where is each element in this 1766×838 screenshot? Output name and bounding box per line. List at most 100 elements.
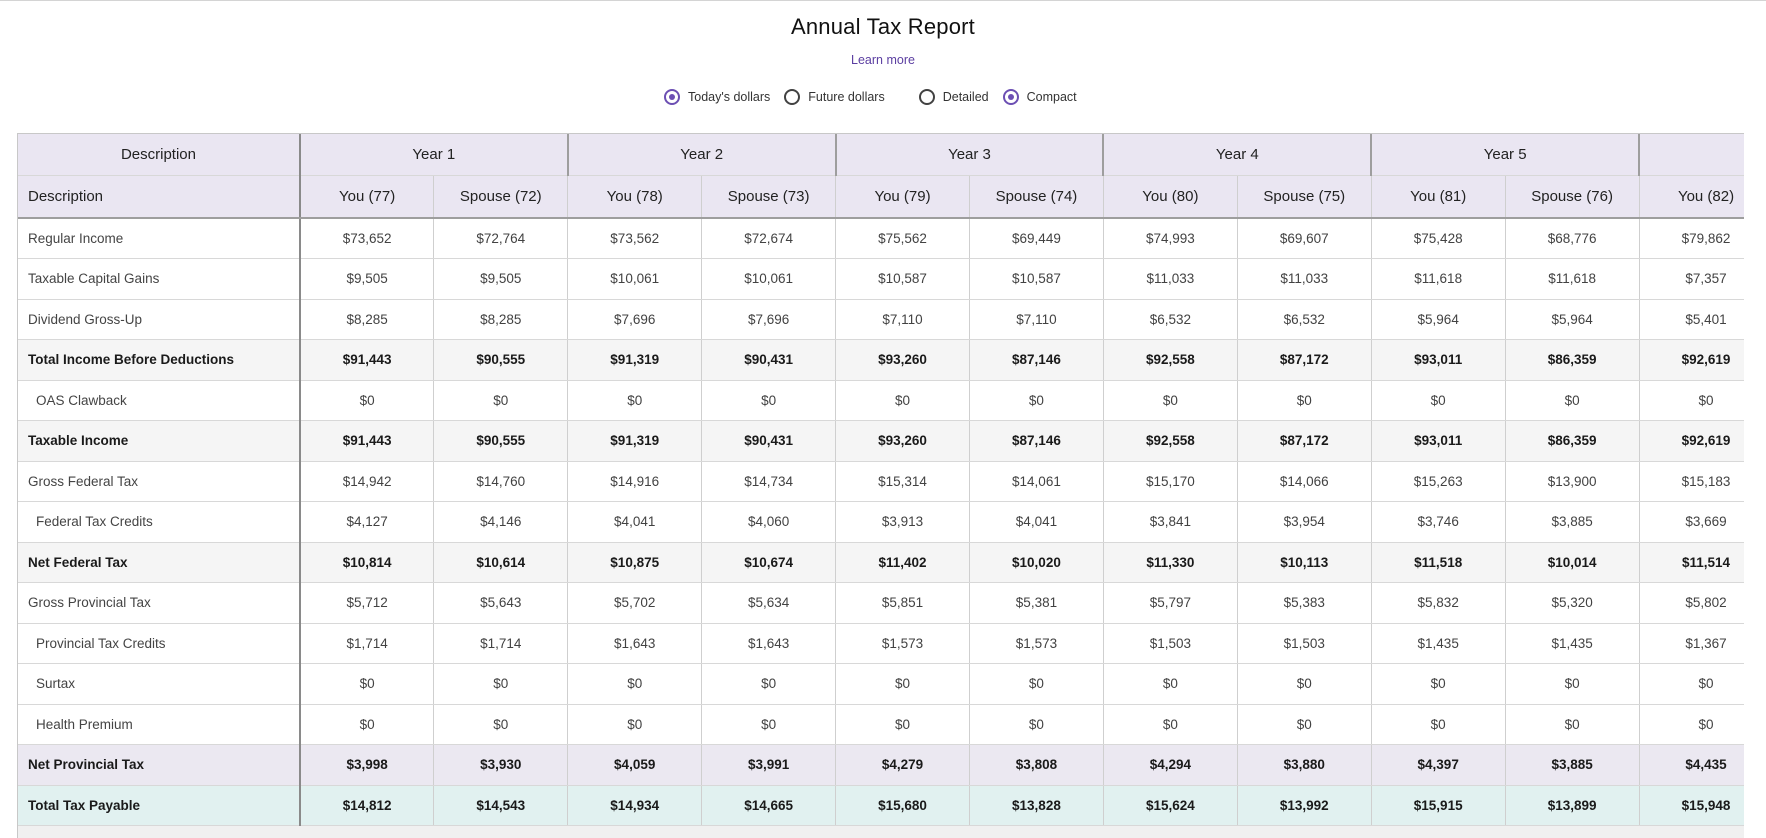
value-cell: $90,431 [701, 420, 837, 462]
detailed-radio[interactable]: Detailed [918, 89, 989, 105]
value-cell: $6,532 [1103, 299, 1238, 340]
table-row: Dividend Gross-Up $8,285 $8,285 $7,696 $7,69… [18, 299, 1744, 340]
table-row: Gross Provincial Tax $5,712 $5,643 $5,702 $5… [18, 582, 1744, 624]
radio-indicator [1002, 89, 1019, 105]
value-cell: $5,832 [1371, 582, 1506, 624]
value-cell: $14,066 [1237, 461, 1372, 502]
radio-indicator [918, 89, 935, 105]
learn-more-link[interactable]: Learn more [851, 53, 915, 67]
value-cell: $1,503 [1237, 623, 1372, 664]
value-cell: $4,041 [567, 501, 703, 543]
value-cell: $90,431 [701, 339, 837, 381]
person-header: Spouse (75) [1237, 175, 1372, 219]
value-cell: $4,435 [1639, 744, 1744, 786]
value-cell: $15,680 [835, 785, 970, 826]
value-cell: $10,674 [701, 542, 837, 583]
value-cell: $93,011 [1371, 420, 1506, 462]
value-cell: $4,127 [299, 501, 435, 543]
person-header: You (82) [1639, 175, 1744, 219]
value-cell: $69,449 [969, 218, 1104, 259]
value-cell: $73,652 [299, 218, 435, 259]
page-title: Annual Tax Report [791, 14, 975, 39]
value-cell: $0 [701, 704, 837, 745]
value-cell: $14,812 [299, 785, 435, 826]
value-cell: $0 [567, 380, 703, 421]
value-cell: $5,797 [1103, 582, 1238, 624]
value-cell: $4,041 [969, 501, 1104, 543]
year-header: Year 1 [299, 134, 569, 176]
value-cell: $92,619 [1639, 420, 1744, 462]
value-cell: $11,330 [1103, 542, 1238, 583]
row-label: Total Income Before Deductions [18, 339, 301, 381]
value-cell: $93,011 [1371, 339, 1506, 381]
value-cell: $93,260 [835, 420, 970, 462]
value-cell: $5,712 [299, 582, 435, 624]
person-header: Spouse (72) [433, 175, 569, 219]
table-row: Surtax $0 $0 $0 $0 $0 $0 $0 $0 $0 $0 $0 [18, 663, 1744, 705]
todays-dollars-radio[interactable]: Today's dollars [664, 89, 770, 105]
value-cell: $13,992 [1237, 785, 1372, 826]
row-label: Net Provincial Tax [18, 744, 301, 786]
dollars-radio-group: Today's dollars Future dollars [664, 89, 899, 105]
row-label: Health Premium [18, 704, 301, 745]
value-cell: $15,183 [1639, 461, 1744, 502]
value-cell: $6,532 [1237, 299, 1372, 340]
row-label: Total Tax Payable [18, 785, 301, 826]
value-cell: $13,828 [969, 785, 1104, 826]
radio-label: Future dollars [808, 90, 885, 104]
table-body: Regular Income $73,652 $72,764 $73,562 $72,6… [18, 218, 1744, 826]
person-header: You (77) [299, 175, 435, 219]
value-cell: $4,060 [701, 501, 837, 543]
value-cell: $3,930 [433, 744, 569, 786]
value-cell: $10,875 [567, 542, 703, 583]
table-row: Net Provincial Tax $3,998 $3,930 $4,059 $3,9… [18, 744, 1744, 786]
row-label: Taxable Capital Gains [18, 258, 301, 300]
row-label: Provincial Tax Credits [18, 623, 301, 664]
value-cell: $14,934 [567, 785, 703, 826]
value-cell: $15,624 [1103, 785, 1238, 826]
value-cell: $3,746 [1371, 501, 1506, 543]
tax-report-table-container[interactable]: Description Year 1 Year 2 Year 3 Year 4 … [17, 133, 1744, 838]
value-cell: $5,964 [1371, 299, 1506, 340]
value-cell: $0 [567, 704, 703, 745]
value-cell: $11,618 [1505, 258, 1640, 300]
row-label: Surtax [18, 663, 301, 705]
value-cell: $72,764 [433, 218, 569, 259]
value-cell: $13,900 [1505, 461, 1640, 502]
value-cell: $93,260 [835, 339, 970, 381]
value-cell: $10,061 [567, 258, 703, 300]
value-cell: $79,862 [1639, 218, 1744, 259]
row-label: Regular Income [18, 218, 301, 259]
value-cell: $0 [433, 380, 569, 421]
value-cell: $0 [969, 704, 1104, 745]
value-cell: $5,802 [1639, 582, 1744, 624]
radio-label: Detailed [942, 90, 989, 104]
radio-label: Today's dollars [688, 90, 771, 104]
value-cell: $0 [1237, 663, 1372, 705]
value-cell: $15,314 [835, 461, 970, 502]
compact-radio[interactable]: Compact [1002, 89, 1077, 105]
value-cell: $1,503 [1103, 623, 1238, 664]
future-dollars-radio[interactable]: Future dollars [784, 89, 885, 105]
person-header: Spouse (73) [701, 175, 837, 219]
value-cell: $0 [1639, 380, 1744, 421]
table-row: Taxable Income $91,443 $90,555 $91,319 $90,4… [18, 420, 1744, 462]
radio-label: Compact [1026, 90, 1077, 104]
table-row: Provincial Tax Credits $1,714 $1,714 $1,643… [18, 623, 1744, 664]
value-cell: $10,587 [835, 258, 970, 300]
value-cell: $87,172 [1237, 339, 1372, 381]
value-cell: $5,401 [1639, 299, 1744, 340]
value-cell: $0 [299, 663, 435, 705]
value-cell: $0 [835, 663, 970, 705]
value-cell: $8,285 [433, 299, 569, 340]
value-cell: $73,562 [567, 218, 703, 259]
table-row: Taxable Capital Gains $9,505 $9,505 $10,061… [18, 258, 1744, 300]
display-options: Today's dollars Future dollars Detailed … [664, 86, 1091, 108]
value-cell: $7,357 [1639, 258, 1744, 300]
value-cell: $3,841 [1103, 501, 1238, 543]
value-cell: $68,776 [1505, 218, 1640, 259]
table-row: Net Federal Tax $10,814 $10,614 $10,875 $10,… [18, 542, 1744, 583]
value-cell: $10,061 [701, 258, 837, 300]
value-cell: $10,014 [1505, 542, 1640, 583]
table-row: Total Income Before Deductions $91,443 $90… [18, 339, 1744, 381]
